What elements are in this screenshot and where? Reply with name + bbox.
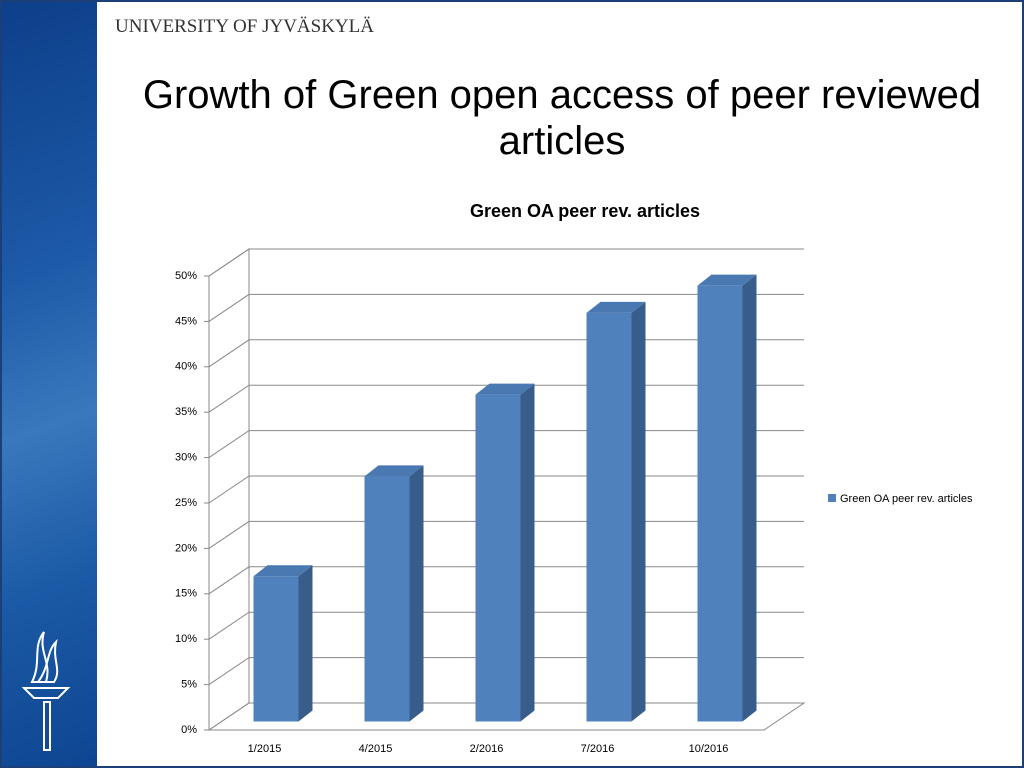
bar-front bbox=[364, 476, 410, 722]
y-tick-label: 30% bbox=[175, 452, 197, 464]
grid-line bbox=[208, 248, 804, 277]
y-tick-label: 5% bbox=[181, 679, 197, 691]
bar bbox=[253, 565, 313, 722]
side-band bbox=[2, 2, 97, 766]
y-tick-label: 45% bbox=[175, 315, 197, 327]
bar-side bbox=[520, 383, 535, 722]
bar-side bbox=[298, 565, 313, 722]
bar bbox=[586, 301, 646, 722]
grid-line bbox=[208, 293, 804, 322]
y-tick-label: 15% bbox=[175, 588, 197, 600]
bar bbox=[697, 274, 757, 722]
header: UNIVERSITY OF JYVÄSKYLÄ bbox=[115, 16, 374, 37]
bar bbox=[475, 383, 535, 722]
bar-top bbox=[364, 465, 424, 477]
y-tick-label: 20% bbox=[175, 542, 197, 554]
y-tick-label: 10% bbox=[175, 633, 197, 645]
bar-top bbox=[253, 565, 313, 577]
x-tick-label: 1/2015 bbox=[248, 743, 282, 755]
bar-side bbox=[631, 301, 646, 722]
slide-title: Growth of Green open access of peer revi… bbox=[142, 73, 982, 163]
bar-top bbox=[586, 301, 646, 313]
x-tick-label: 7/2016 bbox=[581, 743, 615, 755]
bar-front bbox=[697, 285, 743, 722]
bar-top bbox=[475, 383, 535, 395]
y-tick-label: 0% bbox=[181, 724, 197, 736]
bar-side bbox=[742, 274, 757, 722]
y-tick-label: 50% bbox=[175, 270, 197, 282]
logo bbox=[21, 631, 71, 751]
x-tick-label: 2/2016 bbox=[470, 743, 504, 755]
legend-label: Green OA peer rev. articles bbox=[840, 493, 973, 505]
chart-title: Green OA peer rev. articles bbox=[470, 201, 700, 221]
bar bbox=[364, 465, 424, 722]
y-tick-label: 35% bbox=[175, 406, 197, 418]
legend-swatch bbox=[828, 494, 836, 502]
bar-side bbox=[409, 465, 424, 722]
y-tick-label: 40% bbox=[175, 361, 197, 373]
x-tick-label: 10/2016 bbox=[689, 743, 729, 755]
bar-front bbox=[586, 312, 632, 722]
x-tick-label: 4/2015 bbox=[359, 743, 393, 755]
bar-front bbox=[253, 576, 299, 722]
bar-front bbox=[475, 394, 521, 722]
bar-top bbox=[697, 274, 757, 286]
y-tick-label: 25% bbox=[175, 497, 197, 509]
